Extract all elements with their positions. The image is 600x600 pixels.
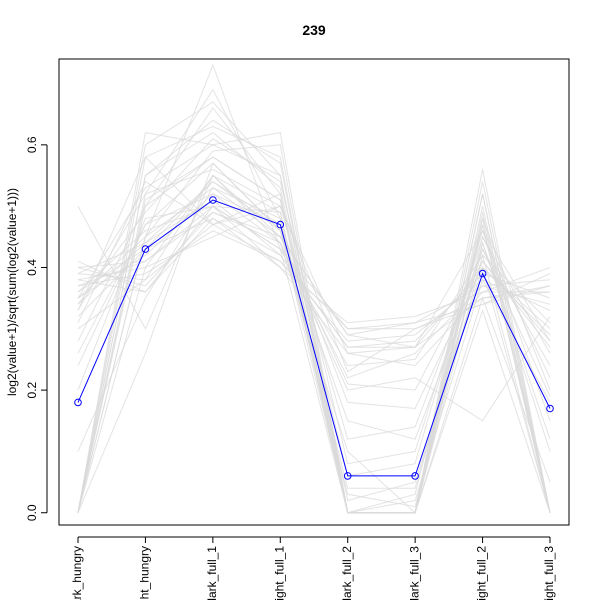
highlight-series-point bbox=[546, 404, 554, 413]
x-tick-label: light_full_2 bbox=[475, 546, 489, 600]
background-series-line bbox=[77, 162, 551, 508]
background-series-line bbox=[77, 193, 551, 422]
x-tick-label: ght_hungry bbox=[138, 546, 152, 600]
x-tick-label: dark_full_3 bbox=[407, 546, 421, 600]
highlight-series-point bbox=[141, 245, 150, 253]
background-series-line bbox=[77, 180, 551, 410]
x-tick-label: light_full_3 bbox=[542, 546, 556, 600]
background-series-line bbox=[77, 162, 551, 514]
highlight-series-point bbox=[209, 196, 217, 204]
y-tick-label: 0.0 bbox=[25, 504, 39, 521]
y-axis: 0.0 0.2 0.4 0.6 bbox=[25, 136, 48, 521]
background-series-line bbox=[77, 125, 551, 514]
y-tick-label: 0.2 bbox=[25, 381, 39, 398]
background-series-line bbox=[77, 156, 551, 514]
background-series-line bbox=[77, 138, 551, 465]
background-series-line bbox=[77, 101, 551, 514]
highlight-series-group bbox=[74, 196, 554, 480]
background-series-group bbox=[77, 63, 551, 514]
background-series-line bbox=[77, 224, 551, 330]
background-series-line bbox=[77, 180, 551, 514]
x-tick-label: ark_hungry bbox=[70, 546, 84, 600]
chart-title: 239 bbox=[302, 22, 326, 38]
highlight-series-line bbox=[77, 199, 551, 477]
y-axis-label: log2(value+1)/sqrt(sum(log2(value+1))) bbox=[5, 188, 19, 396]
x-tick-label: dark_full_2 bbox=[340, 546, 354, 600]
x-tick-label: light_full_1 bbox=[272, 546, 286, 600]
background-series-line bbox=[77, 63, 551, 514]
y-tick-label: 0.6 bbox=[25, 136, 39, 153]
background-series-line bbox=[77, 187, 551, 391]
highlight-series-point bbox=[74, 398, 82, 407]
highlight-series-point bbox=[478, 269, 487, 278]
plot-area-frame bbox=[58, 58, 570, 526]
highlight-series-point bbox=[411, 472, 419, 480]
highlight-series-point bbox=[276, 220, 285, 229]
highlight-series-point bbox=[343, 472, 352, 480]
background-series-line bbox=[77, 144, 551, 514]
y-tick-label: 0.4 bbox=[25, 259, 39, 276]
x-tick-label: dark_full_1 bbox=[205, 546, 219, 600]
x-axis: ark_hungry ght_hungry dark_full_1 light_ful… bbox=[70, 536, 556, 600]
